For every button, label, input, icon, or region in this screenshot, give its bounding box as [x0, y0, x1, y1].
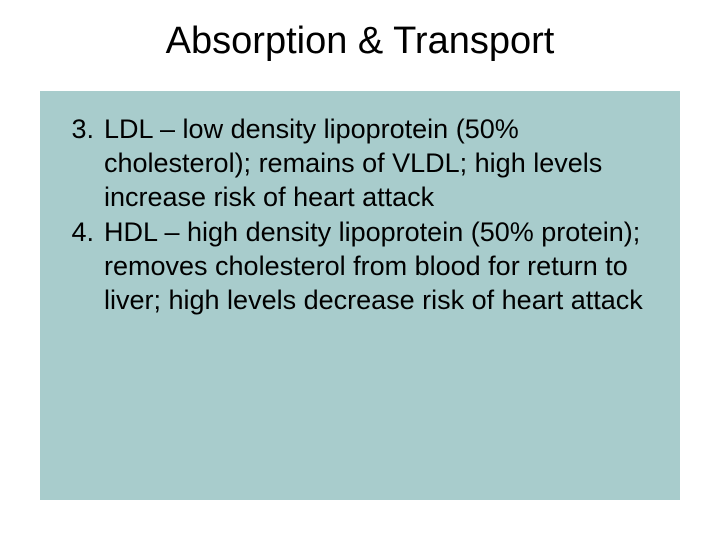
slide-title: Absorption & Transport	[40, 20, 680, 63]
list-item: 4. HDL – high density lipoprotein (50% p…	[70, 216, 650, 317]
list-item-text: HDL – high density lipoprotein (50% prot…	[104, 216, 650, 317]
ordered-list: 3. LDL – low density lipoprotein (50% ch…	[70, 113, 650, 318]
list-item: 3. LDL – low density lipoprotein (50% ch…	[70, 113, 650, 214]
list-item-number: 3.	[70, 113, 104, 147]
slide: Absorption & Transport 3. LDL – low dens…	[0, 0, 720, 540]
list-item-number: 4.	[70, 216, 104, 250]
list-item-text: LDL – low density lipoprotein (50% chole…	[104, 113, 650, 214]
content-box: 3. LDL – low density lipoprotein (50% ch…	[40, 91, 680, 500]
